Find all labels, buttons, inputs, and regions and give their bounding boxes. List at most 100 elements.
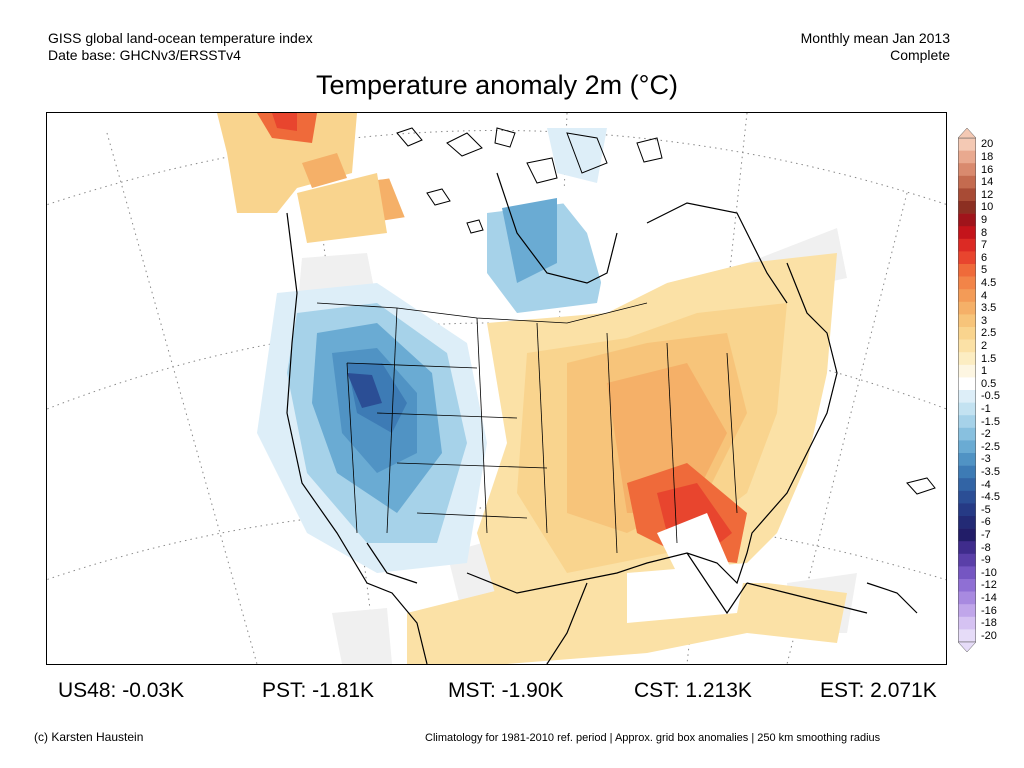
colorbar-label: -3 [981, 453, 991, 466]
colorbar-top-arrow [958, 128, 976, 139]
colorbar-cell [958, 314, 976, 328]
colorbar-cell [958, 402, 976, 416]
colorbar-label: -0.5 [981, 390, 1000, 403]
colorbar [958, 128, 976, 652]
colorbar-cell [958, 339, 976, 353]
colorbar-bottom-arrow [958, 641, 976, 652]
colorbar-label: -20 [981, 629, 997, 642]
colorbar-label: 5 [981, 264, 988, 277]
colorbar-cell [958, 541, 976, 555]
colorbar-cell [958, 579, 976, 592]
colorbar-label: 8 [981, 226, 988, 239]
colorbar-label: -6 [981, 516, 991, 529]
colorbar-label: -8 [981, 541, 991, 554]
coastlines [286, 172, 918, 664]
colorbar-label: 9 [981, 213, 988, 226]
stat-cst: CST: 1.213K [634, 679, 752, 702]
colorbar-cell [958, 390, 976, 403]
colorbar-label: 18 [981, 150, 994, 163]
colorbar-cell [958, 138, 976, 151]
no-data-areas [387, 173, 747, 623]
map-title: Temperature anomaly 2m (°C) [316, 70, 678, 100]
stat-pst: PST: -1.81K [262, 679, 375, 702]
colorbar-cell [958, 264, 976, 277]
colorbar-cell [958, 465, 976, 479]
colorbar-label: -9 [981, 554, 991, 567]
colorbar-label: 2 [981, 339, 988, 352]
colorbar-cell [958, 163, 976, 177]
colorbar-cell [958, 440, 976, 454]
colorbar-label: 20 [981, 138, 994, 151]
colorbar-label: 1 [981, 365, 988, 378]
colorbar-cell [958, 566, 976, 580]
colorbar-label: -2 [981, 428, 991, 441]
colorbar-label: -1 [981, 402, 991, 415]
colorbar-label: -4 [981, 478, 991, 491]
colorbar-cell [958, 251, 976, 265]
colorbar-cell [958, 238, 976, 252]
header-right: Monthly mean Jan 2013 Complete [801, 30, 950, 64]
colorbar-cell [958, 377, 976, 391]
header-left: GISS global land-ocean temperature index… [48, 30, 313, 64]
colorbar-cell [958, 276, 976, 290]
regional-stats: US48: -0.03K PST: -1.81K MST: -1.90K CST… [0, 679, 1024, 705]
colorbar-label: 4.5 [981, 276, 997, 289]
colorbar-cell [958, 553, 976, 567]
dataset-title: GISS global land-ocean temperature index [48, 30, 313, 46]
colorbar-cell [958, 528, 976, 542]
political-borders [316, 302, 738, 554]
colorbar-label: -7 [981, 528, 991, 541]
colorbar-label: 12 [981, 188, 994, 201]
colorbar-cell [958, 327, 976, 340]
colorbar-cell [958, 415, 976, 429]
colorbar-cell [958, 616, 976, 630]
stat-est: EST: 2.071K [820, 679, 937, 702]
colorbar-label: -18 [981, 617, 997, 630]
colorbar-cell [958, 591, 976, 605]
colorbar-cell [958, 516, 976, 529]
colorbar-label: 6 [981, 251, 988, 264]
colorbar-label: 0.5 [981, 377, 997, 390]
colorbar-cell [958, 364, 976, 378]
colorbar-label: -5 [981, 503, 991, 516]
colorbar-label: 10 [981, 201, 994, 214]
colorbar-cell [958, 188, 976, 202]
colorbar-cells [958, 137, 976, 643]
colorbar-label: -2.5 [981, 440, 1000, 453]
colorbar-cell [958, 301, 976, 315]
colorbar-cell [958, 213, 976, 227]
colorbar-label: -1.5 [981, 415, 1000, 428]
colorbar-label: -10 [981, 566, 997, 579]
colorbar-cell [958, 604, 976, 618]
colorbar-label: 1.5 [981, 352, 997, 365]
status-label: Complete [890, 47, 950, 63]
arctic-islands [396, 127, 936, 495]
colorbar-label: 2.5 [981, 327, 997, 340]
colorbar-cell [958, 175, 976, 189]
colorbar-label: 3 [981, 314, 988, 327]
colorbar-label: -12 [981, 579, 997, 592]
colorbar-cell [958, 503, 976, 517]
anomaly-map-svg [47, 113, 946, 664]
colorbar-cell [958, 226, 976, 240]
colorbar-label: -14 [981, 591, 997, 604]
dataset-base: Date base: GHCNv3/ERSSTv4 [48, 47, 241, 63]
colorbar-cell [958, 150, 976, 164]
period-label: Monthly mean Jan 2013 [800, 30, 950, 46]
colorbar-label: 3.5 [981, 302, 997, 315]
anomaly-map [46, 112, 947, 665]
colorbar-label: 16 [981, 163, 994, 176]
stat-us48: US48: -0.03K [58, 679, 185, 702]
colorbar-label: -16 [981, 604, 997, 617]
colorbar-label: 4 [981, 289, 988, 302]
colorbar-cell [958, 427, 976, 441]
colorbar-cell [958, 629, 976, 643]
colorbar-cell [958, 453, 976, 466]
colorbar-cell [958, 289, 976, 303]
colorbar-label: 14 [981, 176, 994, 189]
colorbar-cell [958, 490, 976, 504]
colorbar-cell [958, 352, 976, 366]
colorbar-label: 7 [981, 239, 988, 252]
colorbar-cell [958, 478, 976, 492]
copyright: (c) Karsten Haustein [34, 730, 144, 744]
